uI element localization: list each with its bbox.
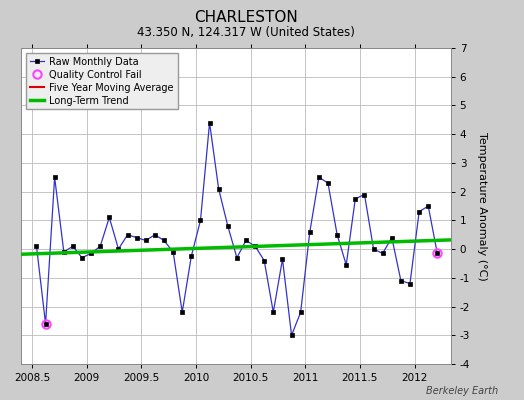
Raw Monthly Data xyxy=(343,262,350,267)
Raw Monthly Data xyxy=(206,120,213,125)
Raw Monthly Data xyxy=(70,244,76,249)
Raw Monthly Data xyxy=(288,333,294,338)
Raw Monthly Data xyxy=(188,254,194,259)
Raw Monthly Data xyxy=(425,204,431,208)
Raw Monthly Data xyxy=(270,310,277,315)
Raw Monthly Data xyxy=(334,232,340,237)
Raw Monthly Data xyxy=(434,251,441,256)
Raw Monthly Data xyxy=(362,192,368,197)
Raw Monthly Data xyxy=(134,235,140,240)
Raw Monthly Data xyxy=(79,255,85,260)
Raw Monthly Data xyxy=(97,244,103,249)
Raw Monthly Data xyxy=(51,175,58,180)
Raw Monthly Data xyxy=(252,244,258,249)
Raw Monthly Data xyxy=(379,251,386,256)
Raw Monthly Data xyxy=(407,281,413,286)
Raw Monthly Data xyxy=(243,238,249,243)
Legend: Raw Monthly Data, Quality Control Fail, Five Year Moving Average, Long-Term Tren: Raw Monthly Data, Quality Control Fail, … xyxy=(26,53,178,109)
Raw Monthly Data xyxy=(398,278,404,283)
Raw Monthly Data xyxy=(352,196,358,201)
Raw Monthly Data xyxy=(279,257,286,262)
Raw Monthly Data xyxy=(106,215,113,220)
Raw Monthly Data xyxy=(115,247,122,252)
Raw Monthly Data xyxy=(170,250,176,254)
Raw Monthly Data xyxy=(316,175,322,180)
Raw Monthly Data xyxy=(124,232,130,237)
Raw Monthly Data xyxy=(325,181,331,186)
Raw Monthly Data xyxy=(34,244,40,249)
Raw Monthly Data xyxy=(143,238,149,243)
Raw Monthly Data xyxy=(307,230,313,234)
Raw Monthly Data xyxy=(225,224,231,228)
Raw Monthly Data xyxy=(215,186,222,191)
Raw Monthly Data xyxy=(298,310,304,315)
Y-axis label: Temperature Anomaly (°C): Temperature Anomaly (°C) xyxy=(477,132,487,280)
Raw Monthly Data xyxy=(179,310,185,315)
Raw Monthly Data xyxy=(261,258,267,263)
Raw Monthly Data xyxy=(416,209,422,214)
Raw Monthly Data xyxy=(61,250,67,254)
Raw Monthly Data xyxy=(152,232,158,237)
Raw Monthly Data xyxy=(198,218,204,223)
Text: CHARLESTON: CHARLESTON xyxy=(194,10,298,25)
Text: Berkeley Earth: Berkeley Earth xyxy=(425,386,498,396)
Raw Monthly Data xyxy=(88,251,94,256)
Raw Monthly Data xyxy=(234,255,240,260)
Raw Monthly Data xyxy=(161,238,167,243)
Raw Monthly Data xyxy=(42,321,49,326)
Text: 43.350 N, 124.317 W (United States): 43.350 N, 124.317 W (United States) xyxy=(137,26,355,39)
Raw Monthly Data xyxy=(370,247,377,252)
Line: Raw Monthly Data: Raw Monthly Data xyxy=(35,121,440,337)
Raw Monthly Data xyxy=(389,235,395,240)
